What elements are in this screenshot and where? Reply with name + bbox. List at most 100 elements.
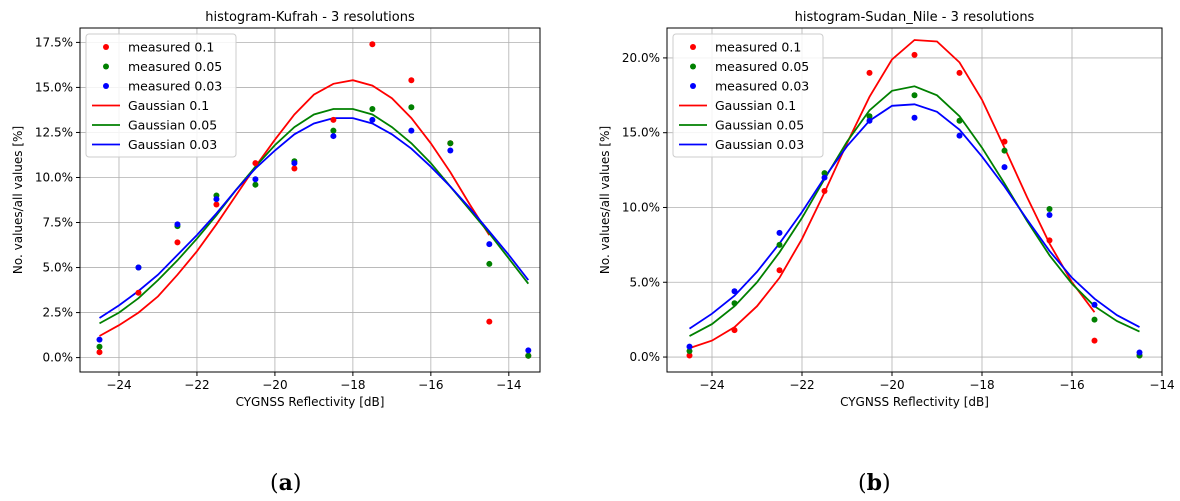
legend-marker <box>690 63 696 70</box>
legend-marker <box>690 44 696 50</box>
legend-label: measured 0.05 <box>128 59 222 74</box>
y-tick-label: 7.5% <box>43 216 74 230</box>
x-tick-label: −24 <box>106 378 131 392</box>
series-line <box>99 117 530 319</box>
data-point <box>821 170 828 177</box>
data-point <box>408 127 415 134</box>
y-tick-label: 5.0% <box>43 261 74 275</box>
data-point <box>1091 337 1098 344</box>
data-point <box>776 241 783 248</box>
data-point <box>96 343 103 350</box>
series-line <box>689 85 1140 337</box>
legend-marker <box>690 83 696 89</box>
data-point <box>956 132 963 139</box>
legend-box <box>85 33 237 158</box>
y-tick-label: 10.0% <box>35 170 73 184</box>
data-point <box>686 352 693 359</box>
data-point <box>731 327 738 334</box>
legend-label: Gaussian 0.1 <box>715 98 796 113</box>
series-line <box>99 79 491 337</box>
y-axis-label: No. values/all values [%] <box>598 126 612 274</box>
x-tick-label: −14 <box>1149 378 1174 392</box>
chart-panel-b: −24 −22 −20 −18 −16 −14 0.0% 5.0% 10.0% 15.0% 20.0… <box>598 10 1175 409</box>
x-axis-label: CYGNSS Reflectivity [dB] <box>236 395 385 409</box>
data-point <box>291 165 298 172</box>
x-tick-label: −20 <box>879 378 904 392</box>
x-tick-label: −16 <box>418 378 443 392</box>
chart-title: histogram-Kufrah - 3 resolutions <box>205 10 415 25</box>
chart-title: histogram-Sudan_Nile - 3 resolutions <box>795 10 1035 25</box>
x-tick-label: −18 <box>340 378 365 392</box>
data-point <box>776 267 783 274</box>
legend-marker <box>103 63 109 70</box>
x-tick-label: −20 <box>262 378 287 392</box>
data-point <box>821 174 828 181</box>
data-point <box>866 69 873 76</box>
data-point <box>252 176 259 183</box>
legend-marker <box>103 83 109 89</box>
y-tick-label: 15.0% <box>622 126 660 140</box>
data-point <box>135 289 142 296</box>
data-point <box>1091 301 1098 308</box>
data-point <box>731 288 738 295</box>
data-point <box>291 160 298 167</box>
x-tick-label: −18 <box>969 378 994 392</box>
legend-label: measured 0.1 <box>128 40 214 55</box>
legend-label: measured 0.1 <box>715 40 801 55</box>
data-point <box>866 113 873 120</box>
y-tick-label: 12.5% <box>35 125 73 139</box>
x-tick-label: −16 <box>1059 378 1084 392</box>
data-point <box>330 127 337 134</box>
panel-label-b: (b) <box>858 470 891 496</box>
y-axis-label: No. values/all values [%] <box>11 126 25 274</box>
data-point <box>956 117 963 124</box>
x-axis-label: CYGNSS Reflectivity [dB] <box>840 395 989 409</box>
y-tick-label: 5.0% <box>630 275 661 289</box>
y-tick-label: 0.0% <box>630 350 661 364</box>
data-point <box>135 264 142 271</box>
data-point <box>369 116 376 123</box>
data-point <box>1091 316 1098 323</box>
legend-label: measured 0.05 <box>715 59 809 74</box>
axes-frame <box>666 27 1163 373</box>
data-point <box>96 349 103 356</box>
y-tick-label: 2.5% <box>43 306 74 320</box>
data-point <box>486 241 493 248</box>
legend-label: Gaussian 0.03 <box>128 137 217 152</box>
data-point <box>369 41 376 48</box>
legend-marker <box>103 44 109 50</box>
data-point <box>213 201 220 208</box>
data-point <box>486 260 493 267</box>
data-point <box>1136 349 1143 356</box>
data-point <box>911 51 918 58</box>
data-point <box>252 160 259 167</box>
data-point <box>369 106 376 113</box>
data-point <box>686 343 693 350</box>
data-point <box>1001 164 1008 171</box>
data-point <box>447 140 454 147</box>
data-point <box>174 221 181 228</box>
data-point <box>821 188 828 195</box>
legend-label: Gaussian 0.03 <box>715 137 804 152</box>
x-tick-label: −14 <box>496 378 521 392</box>
data-point <box>174 239 181 246</box>
panel-label-a: (a) <box>270 470 302 496</box>
legend-box <box>672 33 824 158</box>
legend-label: measured 0.03 <box>715 79 809 94</box>
data-point <box>911 92 918 99</box>
x-tick-label: −24 <box>699 378 724 392</box>
data-point <box>1001 138 1008 145</box>
data-point <box>1001 147 1008 154</box>
data-point <box>866 117 873 124</box>
data-point <box>525 347 532 354</box>
data-point <box>525 352 532 359</box>
legend-label: Gaussian 0.05 <box>128 118 217 133</box>
data-point <box>911 114 918 121</box>
axes-frame <box>79 27 541 373</box>
data-point <box>486 318 493 325</box>
y-tick-label: 17.5% <box>35 35 73 49</box>
data-point <box>252 181 259 188</box>
chart-panel-a: −24 −22 −20 −18 −16 −14 0.0% 2.5% 5.0% 7.5% 10.0% 1… <box>11 10 541 409</box>
data-point <box>1046 211 1053 218</box>
